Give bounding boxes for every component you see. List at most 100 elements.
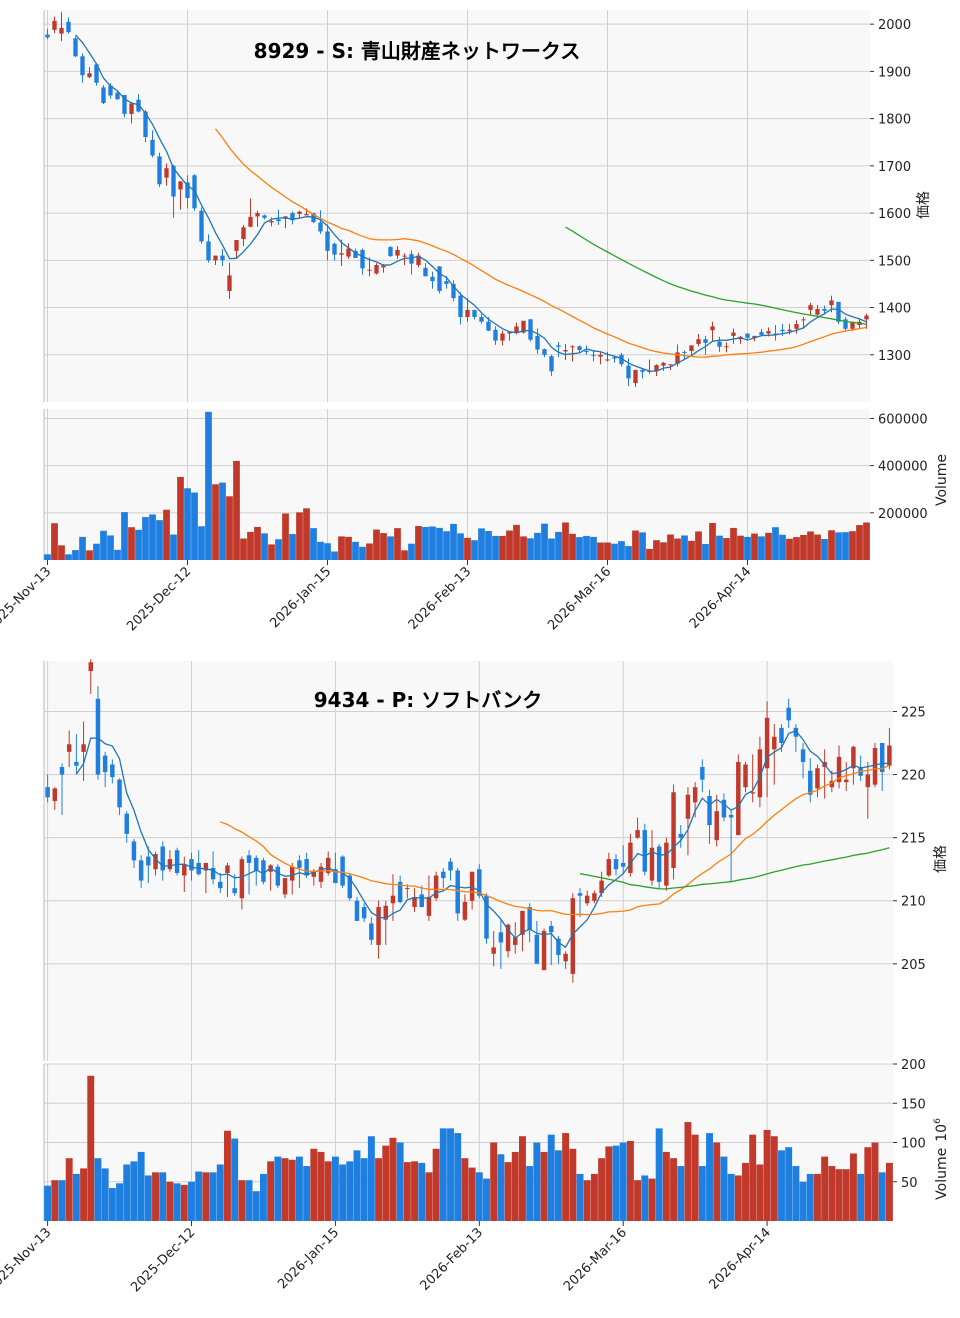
volume-bar (443, 531, 450, 560)
volume-bar (447, 1128, 454, 1221)
volume-bar (749, 1134, 757, 1221)
candle-body (584, 895, 590, 904)
volume-bar (598, 1158, 606, 1221)
candle-body (462, 902, 468, 920)
volume-bar (137, 1151, 145, 1221)
volume-bar (324, 1161, 332, 1221)
volume-bar (778, 1150, 785, 1221)
volume-bar (526, 1166, 534, 1221)
candle-body (360, 249, 365, 269)
candle-body (290, 213, 295, 221)
volume-bar (142, 517, 149, 560)
volume-bar (468, 1167, 476, 1221)
candle-body (685, 794, 691, 819)
date-tick-label: 2026-Apr-14 (706, 1225, 773, 1292)
volume-bar (450, 523, 457, 560)
volume-bar (569, 533, 576, 560)
volume-bar (471, 540, 478, 560)
volume-bar (44, 1185, 52, 1221)
candle-body (66, 21, 71, 33)
candle-body (592, 893, 597, 901)
candle-body (381, 265, 386, 268)
volume-bar (80, 1168, 88, 1221)
volume-bar (216, 1164, 224, 1221)
volume-bar (513, 524, 520, 560)
ma-line-5 (75, 34, 867, 372)
candle-body (66, 744, 72, 752)
candle-body (185, 182, 190, 198)
volume-bar (240, 538, 247, 560)
candle-body (346, 248, 351, 257)
volume-bar (497, 1154, 505, 1221)
candle-body (332, 243, 337, 255)
price-axis-label: 価格 (933, 845, 949, 873)
candle-body (786, 707, 791, 721)
candle-body (513, 937, 518, 945)
volume-bar (324, 543, 331, 560)
candle-body (304, 859, 309, 876)
chart-panel-9434: 205 210 215 220 225 50 100 150 200 2025-Nov-13 202… (0, 659, 950, 1295)
volume-bar (439, 1128, 447, 1221)
candle-body (262, 215, 267, 218)
volume-bar (786, 538, 793, 560)
candle-body (710, 326, 715, 331)
volume-bar (275, 539, 282, 560)
candle-body (815, 308, 820, 315)
volume-bar (152, 1172, 159, 1221)
volume-bar (562, 522, 569, 560)
volume-bar (346, 1161, 354, 1221)
candle-body (724, 346, 729, 348)
volume-bar (268, 544, 275, 560)
volume-bar (590, 536, 597, 560)
candle-body (117, 779, 122, 808)
ma-line-25 (220, 764, 890, 916)
candle-body (570, 346, 575, 348)
candle-body (696, 339, 701, 344)
candle-body (52, 20, 57, 30)
volume-bar (128, 527, 135, 560)
volume-bar (252, 1191, 260, 1221)
volume-bar (173, 1183, 181, 1221)
volume-bar (511, 1151, 519, 1221)
volume-bar (245, 1180, 253, 1221)
volume-bar (792, 1166, 800, 1221)
candle-body (491, 947, 496, 954)
candle-body (815, 768, 820, 789)
candle-body (433, 875, 439, 899)
volume-bar (156, 520, 163, 560)
volume-bar (254, 526, 261, 560)
volume-bar (382, 1145, 390, 1221)
candle-body (448, 861, 453, 871)
candle-body (801, 319, 806, 321)
candle-body (865, 774, 871, 788)
volume-bar (504, 1162, 512, 1221)
volume-bar (396, 1142, 404, 1221)
candle-body (110, 764, 115, 778)
candle-body (220, 255, 225, 261)
candle-body (325, 857, 331, 873)
volume-bar (184, 488, 191, 560)
volume-bar (401, 550, 408, 560)
volume-bar (303, 1166, 311, 1221)
candle-body (577, 346, 582, 351)
candle-body (682, 351, 687, 353)
price-tick-label: 1700 (878, 160, 911, 175)
price-tick-label: 220 (901, 769, 926, 784)
volume-bar (352, 541, 359, 560)
volume-bar (691, 1134, 699, 1221)
volume-bar (770, 1136, 778, 1221)
volume-bar (821, 1156, 829, 1221)
candle-body (45, 787, 50, 798)
candle-body (598, 354, 603, 357)
candle-body (108, 85, 113, 96)
candle-body (808, 305, 813, 310)
candle-body (269, 221, 274, 223)
candle-body (225, 865, 230, 873)
candle-body (613, 859, 619, 870)
volume-bar (353, 1150, 361, 1221)
candle-body (451, 283, 456, 299)
volume-bar (758, 536, 765, 560)
candle-body (707, 796, 712, 826)
volume-bar (604, 542, 611, 560)
volume-axis-label: Volume106 (933, 1118, 950, 1200)
